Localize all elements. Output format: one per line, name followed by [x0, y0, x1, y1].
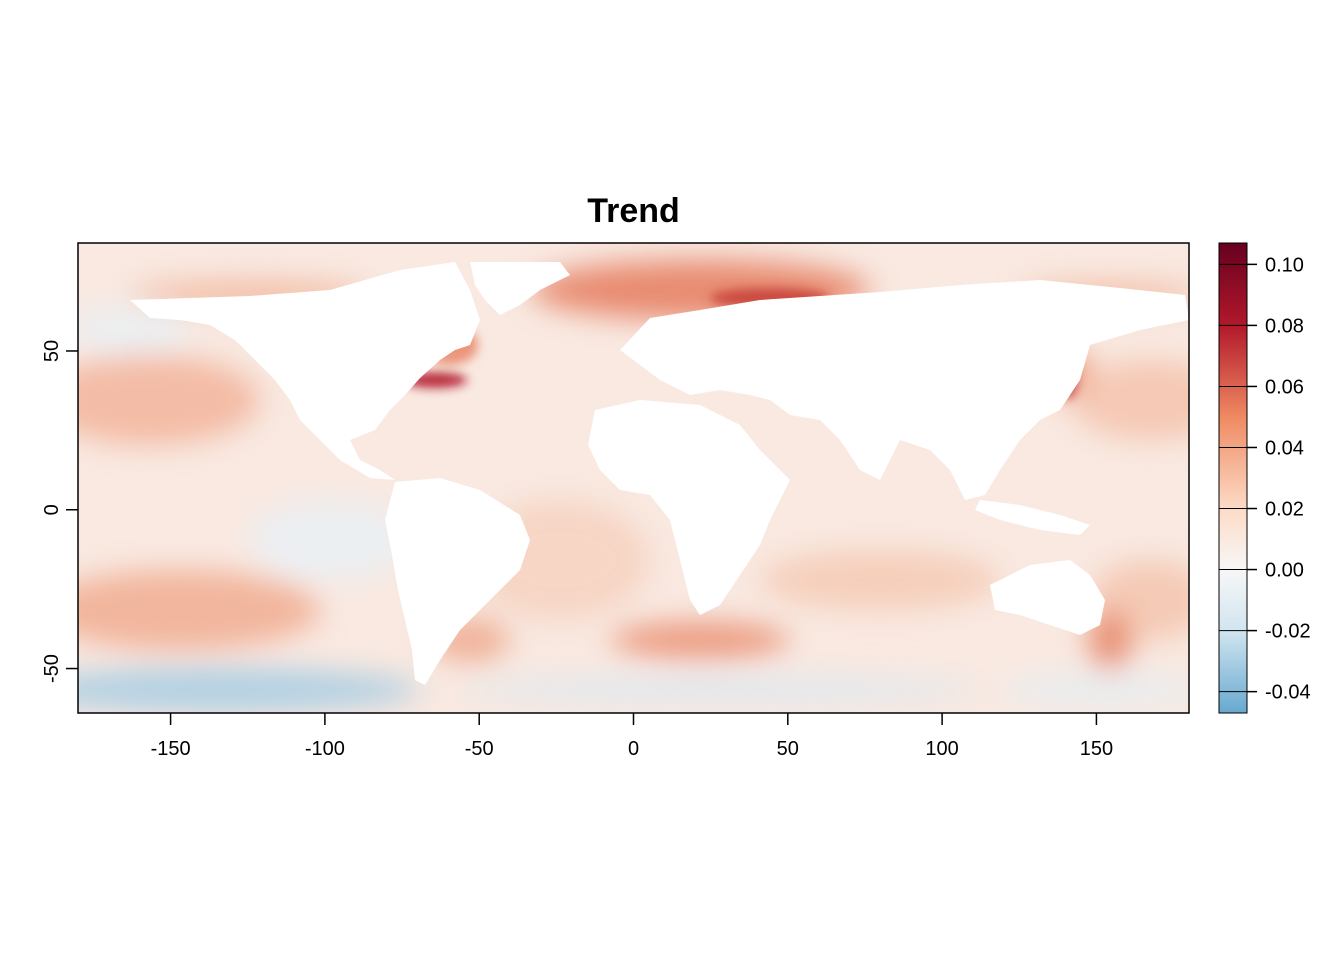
y-tick-label: 0 [41, 504, 63, 515]
greenland [470, 262, 570, 315]
x-tick-label: -50 [465, 738, 494, 760]
x-tick-label: 50 [777, 738, 799, 760]
x-tick-label: -150 [151, 738, 191, 760]
colorbar-tick-label: 0.00 [1265, 560, 1304, 582]
colorbar-ticks: -0.04 -0.02 0.00 0.02 0.04 0.06 0.08 0.10 [1219, 254, 1311, 704]
chart-title: Trend [587, 192, 680, 230]
colorbar-tick-label: -0.02 [1265, 621, 1311, 643]
colorbar-tick-label: 0.02 [1265, 499, 1304, 521]
trend-field [78, 243, 1189, 713]
y-tick-label: -50 [41, 654, 63, 683]
x-tick-label: 100 [925, 738, 958, 760]
eurasia [620, 280, 1189, 500]
japan [1036, 345, 1060, 385]
x-tick-label: -100 [305, 738, 345, 760]
colorbar-tick-label: 0.10 [1265, 254, 1304, 276]
colorbar-legend: -0.04 -0.02 0.00 0.02 0.04 0.06 0.08 0.10 [1218, 242, 1311, 714]
colorbar-tick-label: 0.08 [1265, 315, 1304, 337]
south-america [385, 478, 530, 685]
x-tick-label: 0 [628, 738, 639, 760]
land-masses [130, 262, 1189, 685]
y-tick-label: 50 [41, 340, 63, 362]
colorbar-tick-label: 0.06 [1265, 376, 1304, 398]
maritime-continent [975, 500, 1090, 535]
colorbar-scale [1218, 242, 1248, 714]
colorbar-tick-label: 0.04 [1265, 437, 1304, 459]
colorbar-tick-label: -0.04 [1265, 682, 1311, 704]
x-tick-label: 150 [1080, 738, 1113, 760]
x-axis: -150 -100 -50 0 50 100 150 [151, 713, 1113, 760]
north-america [130, 262, 480, 480]
africa [588, 400, 790, 615]
y-axis: -50 0 50 [41, 340, 78, 683]
australia [990, 560, 1105, 635]
